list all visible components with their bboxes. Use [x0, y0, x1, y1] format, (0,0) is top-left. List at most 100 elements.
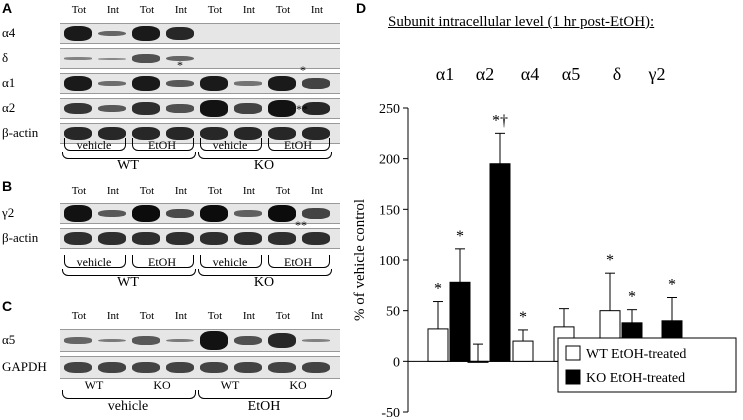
panel-d-label: D	[356, 0, 367, 16]
blot-band	[132, 54, 160, 63]
blot-band	[302, 339, 330, 342]
blot-band	[98, 338, 126, 343]
group-label: EtOH	[148, 255, 176, 269]
group-label: vehicle	[76, 255, 112, 269]
lane-label: Tot	[71, 310, 87, 322]
blot-band	[132, 25, 160, 42]
blot-band	[166, 104, 194, 113]
y-tick-label: 0	[393, 355, 400, 370]
blot-band	[268, 361, 296, 374]
blot-band	[98, 209, 126, 218]
genotype-label: KO	[289, 378, 307, 392]
y-tick-label: 250	[379, 102, 400, 117]
group-bracket	[200, 255, 262, 268]
blot-band	[64, 337, 92, 344]
lane-label: Int	[106, 185, 120, 197]
genotype-label: WT	[84, 378, 104, 392]
lane-label: Tot	[139, 185, 155, 197]
blot-band	[234, 126, 262, 141]
blot-band	[200, 205, 228, 222]
panel-a-blots: α4 δ α1 α2 β-actin * * **	[2, 20, 342, 144]
blot-band	[234, 232, 262, 245]
row-label: GAPDH	[2, 359, 47, 374]
genotype-label: WT	[117, 158, 139, 173]
group-label: vehicle	[212, 255, 248, 269]
blot-band	[64, 232, 92, 245]
blot-band	[200, 331, 228, 350]
blot-band	[166, 208, 194, 219]
blot-band	[234, 361, 262, 374]
panel-b-blots: γ2 β-actin **	[2, 200, 342, 260]
blot-band	[132, 75, 160, 92]
genotype-label: WT	[117, 275, 139, 290]
panel-a-brackets: vehicle EtOH vehicle EtOH WT KO	[60, 138, 335, 178]
lane-label: Int	[242, 185, 256, 197]
blot-band	[200, 75, 228, 92]
blot-band	[166, 55, 194, 62]
blot-band	[64, 361, 92, 374]
significance-mark: *	[668, 276, 676, 293]
significance-mark: *	[300, 63, 306, 77]
blot-band	[268, 75, 296, 92]
blot-band	[302, 232, 330, 245]
lane-label: Int	[174, 4, 188, 16]
blot-band	[234, 335, 262, 346]
blot-band	[302, 208, 330, 219]
y-tick-label: 150	[379, 203, 400, 218]
panel-c-label: C	[2, 298, 13, 314]
significance-mark: *	[628, 289, 636, 306]
blot-band	[166, 361, 194, 374]
blot-band	[64, 126, 92, 141]
y-tick-label: 200	[379, 153, 400, 168]
y-tick-label: -50	[381, 406, 400, 420]
bar	[512, 340, 534, 362]
blot-band	[64, 205, 92, 222]
panel-c-brackets: WT KO WT KO vehicle EtOH	[60, 378, 335, 420]
blot-band	[98, 80, 126, 87]
blot-band	[166, 126, 194, 141]
lane-label: Tot	[139, 4, 155, 16]
group-label: vehicle	[76, 138, 112, 152]
bar	[427, 328, 449, 362]
lane-label: Tot	[275, 4, 291, 16]
genotype-label: KO	[153, 378, 171, 392]
group-label: EtOH	[148, 138, 176, 152]
blot-band	[98, 126, 126, 141]
significance-mark: *	[519, 309, 527, 326]
group-bracket	[132, 138, 194, 151]
category-label: δ	[613, 64, 621, 84]
blot-band	[64, 25, 92, 42]
row-label: α4	[2, 25, 16, 40]
genotype-label: WT	[220, 378, 240, 392]
group-bracket	[64, 255, 126, 268]
lane-label: Tot	[275, 310, 291, 322]
blot-strip	[60, 98, 340, 119]
group-bracket	[268, 255, 330, 268]
lane-label: Tot	[139, 310, 155, 322]
row-label: γ2	[2, 205, 15, 220]
legend-box	[557, 337, 737, 393]
blot-band	[64, 57, 92, 60]
lane-label: Int	[106, 4, 120, 16]
row-label: α2	[2, 100, 16, 115]
blot-band	[166, 338, 194, 343]
blot-band	[64, 75, 92, 92]
lane-label: Tot	[207, 4, 223, 16]
blot-band	[234, 210, 262, 217]
blot-band	[268, 332, 296, 349]
blot-band	[200, 100, 228, 117]
panel-b-label: B	[2, 178, 13, 194]
category-label: α5	[562, 64, 580, 84]
lane-label: Int	[310, 310, 324, 322]
y-tick-label: 50	[386, 305, 400, 320]
category-label: α1	[436, 64, 454, 84]
blot-band	[132, 102, 160, 115]
blot-strip	[60, 203, 340, 224]
blot-band	[268, 205, 296, 222]
group-label: EtOH	[247, 399, 281, 414]
row-label: α1	[2, 75, 16, 90]
blot-band	[166, 79, 194, 88]
blot-band	[302, 361, 330, 374]
bar	[467, 360, 489, 363]
blot-band	[268, 126, 296, 141]
